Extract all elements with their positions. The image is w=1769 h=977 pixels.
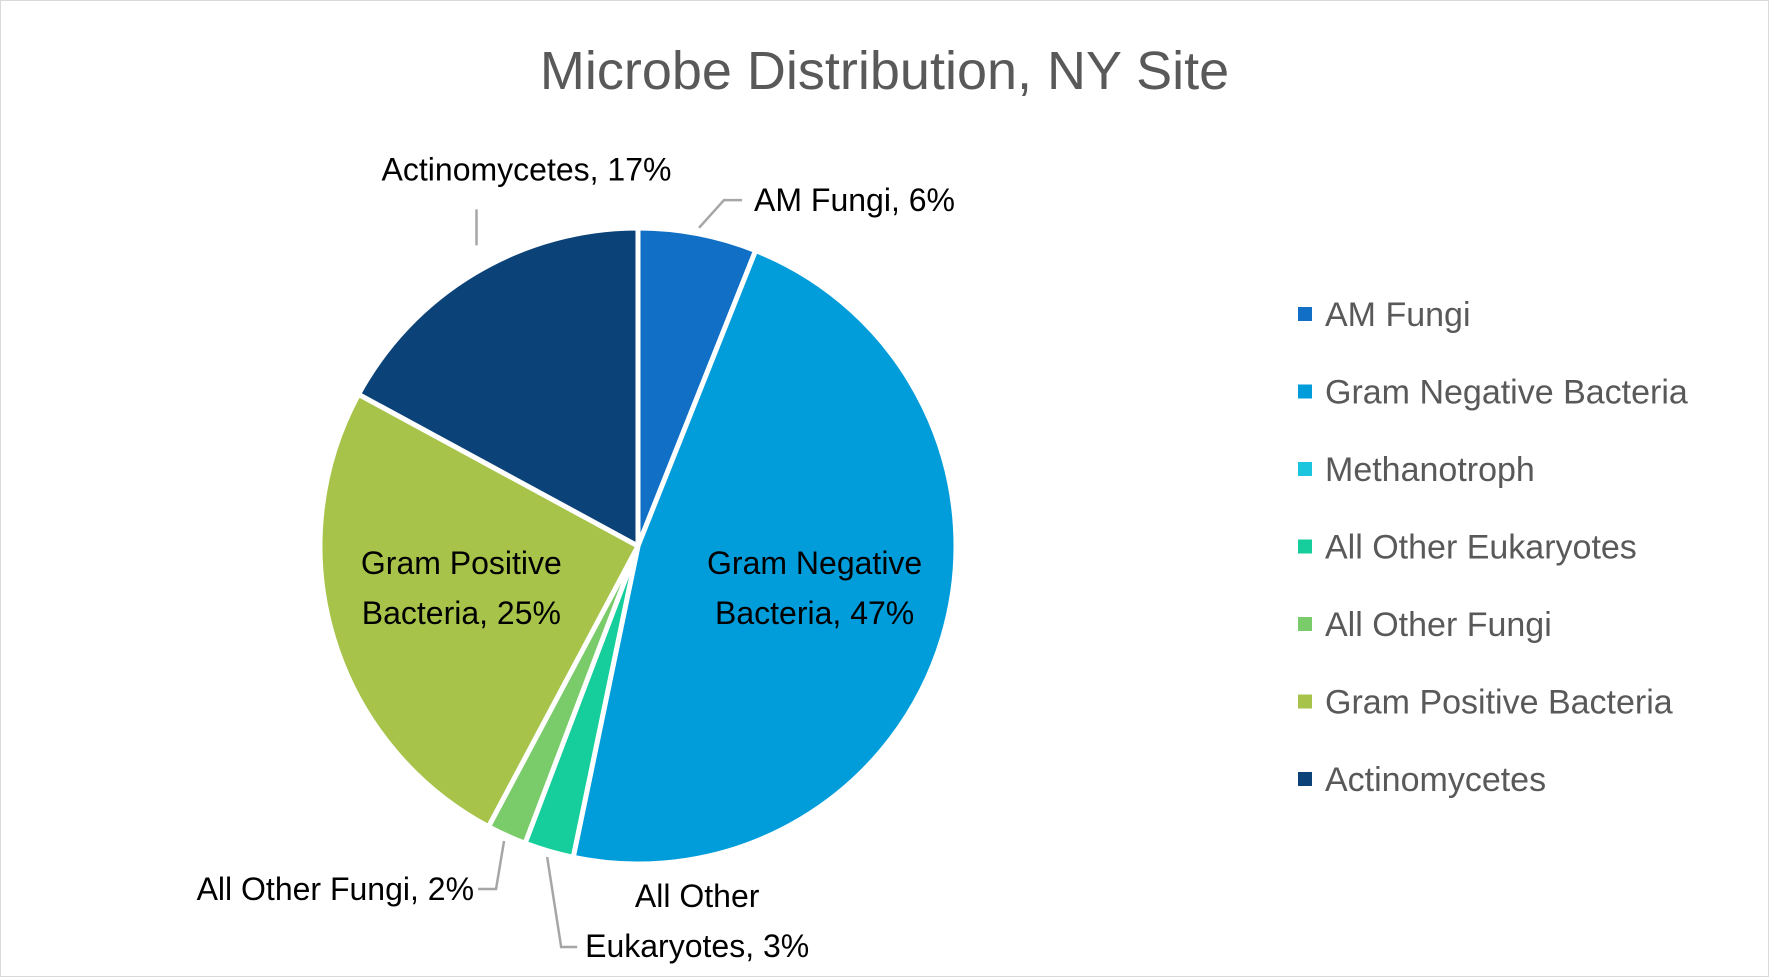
chart-title: Microbe Distribution, NY Site — [539, 41, 1230, 101]
legend-label-all-other-fungi: All Other Fungi — [1325, 606, 1552, 644]
legend: AM Fungi Gram Negative Bacteria Methanotro… — [1298, 296, 1688, 799]
pie-slice-gram-negative-bacteria — [570, 248, 959, 867]
data-label-am-fungi: AM Fungi, 6% — [754, 182, 955, 218]
data-label-gram-positive-bacteria: Gram Positive Bacteria, 25% — [361, 545, 562, 631]
data-label-actinomycetes: Actinomycetes, 17% — [382, 151, 672, 187]
pie-slice-gram-positive-bacteria — [317, 391, 641, 830]
data-labels: AM Fungi, 6% Gram Negative Bacteria, 47% Al… — [197, 151, 955, 964]
pie-slice-actinomycetes — [356, 225, 641, 549]
leader-line-all-other-eukaryotes — [545, 856, 578, 949]
legend-label-actinomycetes: Actinomycetes — [1325, 761, 1546, 799]
legend-label-am-fungi: AM Fungi — [1325, 296, 1471, 334]
data-label-all-other-fungi: All Other Fungi, 2% — [197, 871, 474, 907]
legend-item-actinomycetes: Actinomycetes — [1298, 761, 1546, 799]
legend-label-all-other-eukaryotes: All Other Eukaryotes — [1325, 529, 1637, 567]
legend-item-am-fungi: AM Fungi — [1298, 296, 1471, 334]
data-label-all-other-eukaryotes: All Other Eukaryotes, 3% — [585, 878, 809, 964]
legend-swatch-gram-positive-bacteria — [1298, 694, 1312, 709]
legend-item-gram-positive-bacteria: Gram Positive Bacteria — [1298, 684, 1673, 722]
leader-lines — [475, 198, 743, 949]
legend-swatch-gram-negative-bacteria — [1298, 384, 1312, 399]
legend-swatch-all-other-fungi — [1298, 617, 1312, 631]
legend-item-all-other-fungi: All Other Fungi — [1298, 606, 1552, 644]
leader-line-am-fungi — [698, 198, 743, 229]
legend-swatch-actinomycetes — [1298, 772, 1312, 786]
legend-item-all-other-eukaryotes: All Other Eukaryotes — [1298, 529, 1637, 567]
data-label-gram-negative-bacteria: Gram Negative Bacteria, 47% — [707, 545, 922, 631]
pie-slices — [317, 225, 959, 867]
legend-label-gram-positive-bacteria: Gram Positive Bacteria — [1325, 684, 1673, 722]
legend-swatch-am-fungi — [1298, 307, 1312, 321]
legend-item-methanotroph: Methanotroph — [1298, 451, 1535, 489]
legend-label-gram-negative-bacteria: Gram Negative Bacteria — [1325, 374, 1688, 412]
leader-line-all-other-fungi — [478, 840, 506, 891]
legend-swatch-all-other-eukaryotes — [1298, 539, 1312, 554]
legend-swatch-methanotroph — [1298, 462, 1312, 476]
legend-label-methanotroph: Methanotroph — [1325, 451, 1535, 489]
legend-item-gram-negative-bacteria: Gram Negative Bacteria — [1298, 374, 1688, 412]
